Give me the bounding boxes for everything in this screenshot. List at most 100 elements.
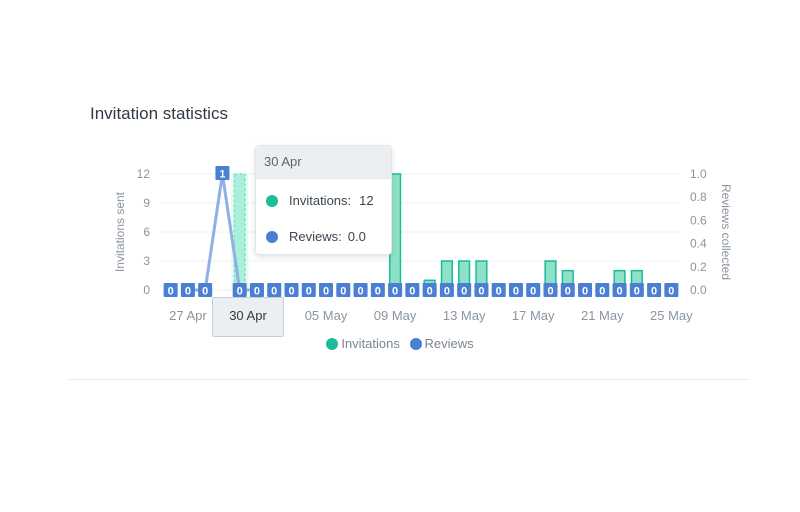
- review-marker: [249, 283, 264, 297]
- y-tick-label: 6: [143, 225, 150, 239]
- chart-title: Invitation statistics: [90, 104, 228, 123]
- y2-tick-label: 0.2: [690, 260, 707, 274]
- review-marker: [508, 283, 523, 297]
- review-data-label: 0: [202, 286, 208, 298]
- review-data-label: 0: [565, 286, 571, 298]
- review-data-label: 0: [461, 286, 467, 298]
- review-data-label: 0: [513, 286, 519, 298]
- review-data-label: 0: [237, 286, 243, 298]
- y2-tick-label: 0.0: [690, 283, 707, 297]
- reviews-dot-icon: [266, 231, 278, 243]
- review-marker: [612, 283, 627, 297]
- chart-tooltip: 30 Apr Invitations: 12 Reviews: 0.0: [255, 145, 392, 255]
- review-marker: [578, 283, 593, 297]
- review-marker: [163, 283, 178, 297]
- invitations-legend-icon: [326, 338, 339, 350]
- review-data-label: 0: [254, 286, 260, 298]
- review-marker: [336, 283, 351, 297]
- tooltip-row-reviews: Reviews: 0.0: [266, 229, 366, 244]
- review-marker: [388, 283, 403, 297]
- review-marker: [267, 283, 282, 297]
- review-data-label: 0: [323, 286, 329, 298]
- x-tick-label: 25 May: [650, 308, 693, 323]
- review-marker: [491, 283, 506, 297]
- review-data-label: 0: [358, 286, 364, 298]
- review-marker: [232, 283, 247, 297]
- x-tick-label: 17 May: [512, 308, 555, 323]
- review-marker: [198, 283, 213, 297]
- x-tick-label: 13 May: [443, 308, 486, 323]
- invitations-dot-icon: [266, 195, 278, 207]
- review-data-label: 0: [271, 286, 277, 298]
- review-data-label: 0: [668, 286, 674, 298]
- tooltip-label: Invitations:: [289, 193, 352, 208]
- tooltip-label: Reviews:: [289, 229, 342, 244]
- review-marker: [629, 283, 644, 297]
- review-marker: [284, 283, 299, 297]
- review-marker: [215, 166, 230, 180]
- review-data-label: 1: [219, 169, 225, 181]
- y2-tick-label: 1.0: [690, 167, 707, 181]
- tooltip-row-invitations: Invitations: 12: [266, 193, 374, 208]
- legend-label: Invitations: [341, 336, 400, 351]
- review-marker: [474, 283, 489, 297]
- review-data-label: 0: [168, 286, 174, 298]
- review-data-label: 0: [651, 286, 657, 298]
- review-marker: [457, 283, 472, 297]
- review-marker: [543, 283, 558, 297]
- review-marker: [647, 283, 662, 297]
- x-tick-label: 05 May: [305, 308, 348, 323]
- review-marker: [664, 283, 679, 297]
- review-data-label: 0: [478, 286, 484, 298]
- review-data-label: 0: [427, 286, 433, 298]
- x-tick-label: 27 Apr: [169, 308, 207, 323]
- review-data-label: 0: [547, 286, 553, 298]
- review-marker: [319, 283, 334, 297]
- review-data-label: 0: [444, 286, 450, 298]
- divider: [68, 379, 750, 380]
- review-marker: [301, 283, 316, 297]
- review-marker: [353, 283, 368, 297]
- review-data-label: 0: [185, 286, 191, 298]
- tooltip-date: 30 Apr: [256, 146, 391, 179]
- review-data-label: 0: [599, 286, 605, 298]
- review-data-label: 0: [392, 286, 398, 298]
- review-marker: [405, 283, 420, 297]
- x-tick-label: 21 May: [581, 308, 624, 323]
- review-data-label: 0: [582, 286, 588, 298]
- legend-item-invitations[interactable]: Invitations: [326, 336, 400, 351]
- review-marker: [439, 283, 454, 297]
- legend-item-reviews[interactable]: Reviews: [409, 336, 474, 351]
- review-marker: [595, 283, 610, 297]
- review-data-label: 0: [634, 286, 640, 298]
- y-axis-title: Invitations sent: [113, 191, 127, 272]
- y-tick-label: 3: [143, 254, 150, 268]
- y2-axis-title: Reviews collected: [719, 184, 733, 280]
- x-axis-tooltip: 30 Apr: [212, 297, 284, 337]
- review-data-label: 0: [617, 286, 623, 298]
- review-data-label: 0: [496, 286, 502, 298]
- review-marker: [526, 283, 541, 297]
- y-tick-label: 9: [143, 196, 150, 210]
- tooltip-value: 0.0: [347, 229, 366, 244]
- legend-label: Reviews: [424, 336, 474, 351]
- review-data-label: 0: [306, 286, 312, 298]
- review-marker: [560, 283, 575, 297]
- y2-tick-label: 0.8: [690, 190, 707, 204]
- review-data-label: 0: [409, 286, 415, 298]
- y2-tick-label: 0.6: [690, 213, 707, 227]
- review-data-label: 0: [375, 286, 381, 298]
- x-tick-label: 09 May: [374, 308, 417, 323]
- chart-legend: Invitations Reviews: [0, 336, 800, 351]
- reviews-legend-icon: [409, 338, 422, 350]
- review-marker: [180, 283, 195, 297]
- review-data-label: 0: [340, 286, 346, 298]
- review-data-label: 0: [530, 286, 536, 298]
- review-marker: [370, 283, 385, 297]
- y-tick-label: 12: [137, 167, 151, 181]
- y-tick-label: 0: [143, 283, 150, 297]
- review-marker: [422, 283, 437, 297]
- review-data-label: 0: [288, 286, 294, 298]
- tooltip-value: 12: [359, 193, 374, 208]
